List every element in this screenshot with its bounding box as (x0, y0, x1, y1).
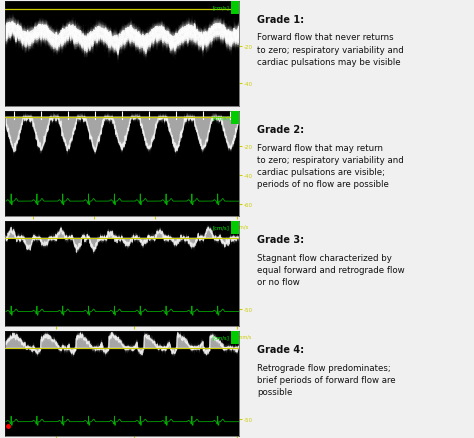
Bar (231, 222, 239, 234)
Text: [cm/s]: [cm/s] (213, 225, 230, 230)
Text: Grade 4:: Grade 4: (257, 344, 304, 354)
Text: Forward flow that may return
to zero; respiratory variability and
cardiac pulsat: Forward flow that may return to zero; re… (257, 143, 404, 189)
Bar (231, 332, 239, 344)
Text: [cm/s]: [cm/s] (213, 335, 230, 340)
Text: [cm/s]: [cm/s] (213, 5, 230, 11)
Text: Retrograde flow predominates;
brief periods of forward flow are
possible: Retrograde flow predominates; brief peri… (257, 363, 396, 396)
Bar (231, 112, 239, 124)
Text: Grade 2:: Grade 2: (257, 124, 304, 134)
Text: Grade 3:: Grade 3: (257, 234, 304, 244)
Text: Forward flow that never returns
to zero; respiratory variability and
cardiac pul: Forward flow that never returns to zero;… (257, 33, 404, 67)
Bar (231, 2, 239, 15)
Text: [cm/s]: [cm/s] (213, 115, 230, 120)
Text: Grade 1:: Grade 1: (257, 15, 304, 25)
Text: Stagnant flow characterized by
equal forward and retrograde flow
or no flow: Stagnant flow characterized by equal for… (257, 253, 405, 286)
